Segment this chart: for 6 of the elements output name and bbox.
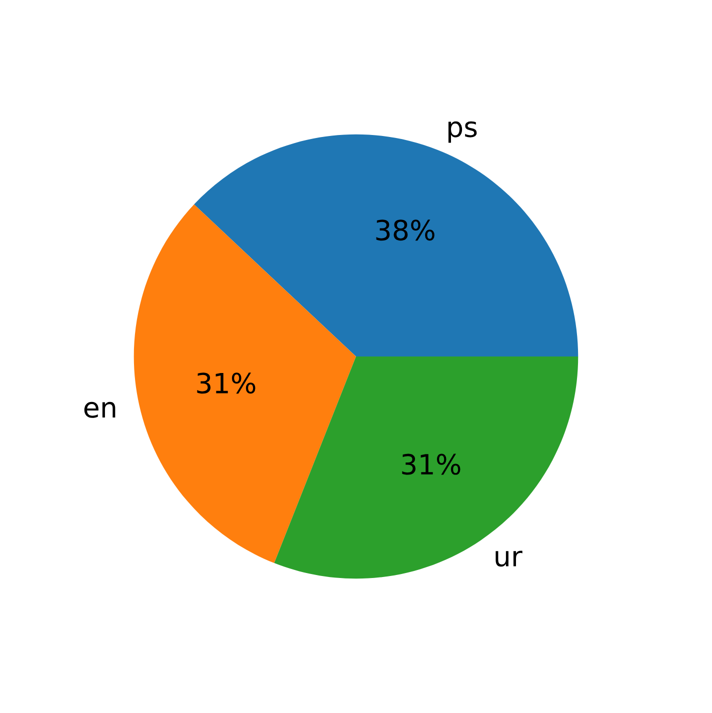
slice-label: ps bbox=[448, 121, 477, 143]
data-label: 31% bbox=[402, 454, 460, 475]
data-label: 31% bbox=[197, 372, 256, 394]
slice-label: ur bbox=[496, 550, 522, 567]
data-label: 38% bbox=[376, 220, 434, 241]
slice-label: en bbox=[84, 402, 116, 418]
